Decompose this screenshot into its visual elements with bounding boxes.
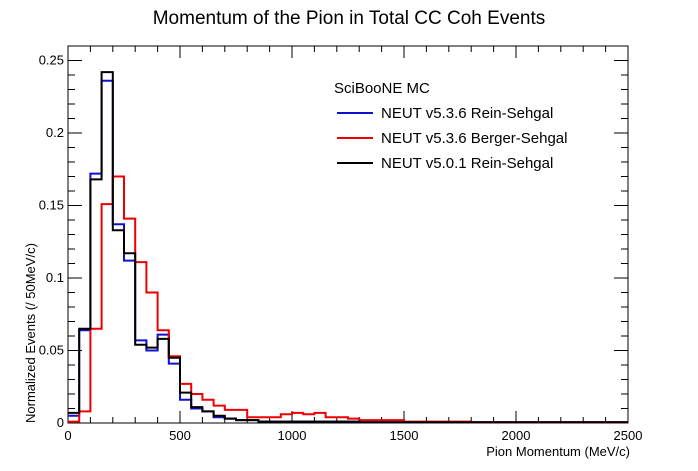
- x-tick-label: 500: [169, 428, 191, 443]
- legend-entry-3: NEUT v5.0.1 Rein-Sehgal: [381, 155, 553, 172]
- y-tick-label: 0.1: [46, 270, 64, 285]
- y-tick-label: 0.15: [39, 198, 64, 213]
- chart-title: Momentum of the Pion in Total CC Coh Eve…: [153, 8, 546, 29]
- x-tick-label: 0: [64, 428, 71, 443]
- y-axis: 0 0.05 0.1 0.15 0.2 0.25: [39, 53, 628, 430]
- x-axis-label: Pion Momentum (MeV/c): [486, 444, 630, 459]
- legend-entry-2: NEUT v5.3.6 Berger-Sehgal: [381, 130, 567, 147]
- y-axis-label: Normalized Events (/ 50MeV/c): [23, 243, 38, 423]
- x-tick-label: 1000: [278, 428, 307, 443]
- legend: SciBooNE MC NEUT v5.3.6 Rein-Sehgal NEUT …: [334, 80, 567, 172]
- x-axis: 0 500 1000 1500 2000 2500: [64, 46, 642, 443]
- plot-area: [67, 45, 629, 424]
- x-tick-label: 1500: [390, 428, 419, 443]
- series-layer: [68, 71, 628, 424]
- series-line-3: [68, 71, 628, 424]
- x-tick-label: 2000: [502, 428, 531, 443]
- legend-header: SciBooNE MC: [334, 80, 430, 97]
- series-line-2: [68, 175, 628, 424]
- x-tick-label: 2500: [614, 428, 643, 443]
- y-tick-label: 0.05: [39, 343, 64, 358]
- legend-entry-1: NEUT v5.3.6 Rein-Sehgal: [381, 105, 553, 122]
- y-tick-label: 0.2: [46, 125, 64, 140]
- y-tick-label: 0: [57, 415, 64, 430]
- plot-frame: [67, 45, 629, 424]
- y-tick-label: 0.25: [39, 53, 64, 68]
